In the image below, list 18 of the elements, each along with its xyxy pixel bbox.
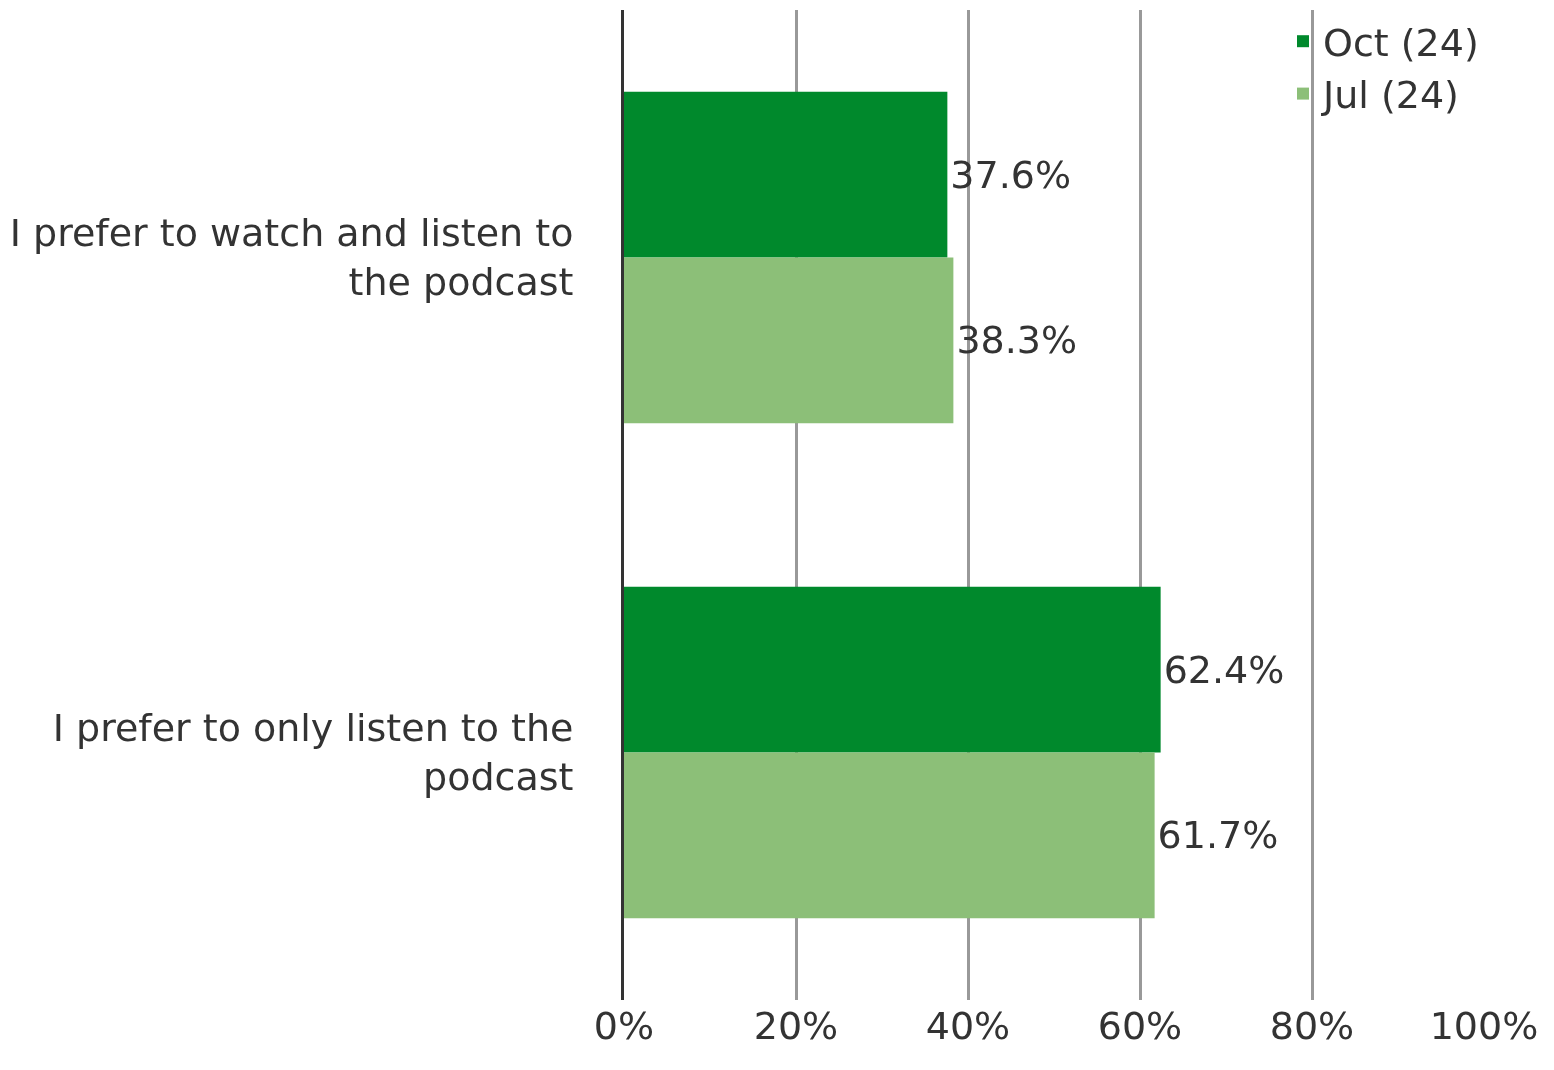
data-label: 38.3% [956, 318, 1078, 363]
bar [624, 752, 1155, 919]
x-tick-label: 100% [1429, 1004, 1539, 1048]
y-tick-label: I prefer to watch and listen to the podcast [9, 211, 574, 305]
x-tick-label: 80% [1269, 1004, 1355, 1048]
x-tick-label: 0% [593, 1004, 655, 1048]
x-tick-label: 40% [925, 1004, 1011, 1048]
legend-label: Oct (24) [1323, 21, 1479, 66]
y-tick-label: I prefer to only listen to the podcast [52, 706, 574, 800]
legend-label: Jul (24) [1321, 73, 1459, 118]
x-tick-label: 20% [753, 1004, 839, 1048]
bar [624, 257, 954, 424]
bar [624, 586, 1161, 753]
data-label: 61.7% [1157, 813, 1279, 858]
x-tick-label: 60% [1097, 1004, 1183, 1048]
data-label: 62.4% [1163, 647, 1285, 692]
bar [624, 91, 948, 258]
data-label: 37.6% [950, 152, 1072, 197]
